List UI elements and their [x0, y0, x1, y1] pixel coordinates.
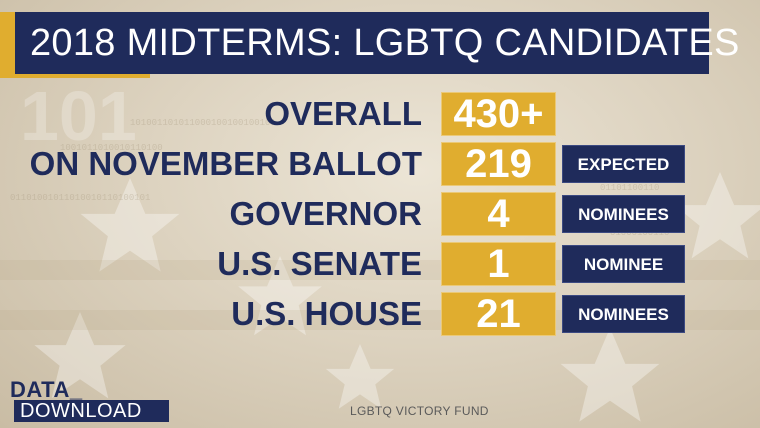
row-november-ballot: ON NOVEMBER BALLOT 219 EXPECTED — [0, 142, 760, 186]
page-title: 2018 MIDTERMS: LGBTQ CANDIDATES — [30, 22, 740, 64]
svg-text:101: 101 — [20, 77, 137, 155]
row-value: 219 — [441, 142, 556, 186]
svg-text:01000100110: 01000100110 — [610, 228, 669, 238]
row-label: GOVERNOR — [229, 195, 422, 232]
row-note: NOMINEE — [562, 245, 685, 283]
source-credit: LGBTQ VICTORY FUND — [350, 404, 489, 418]
row-us-senate: U.S. SENATE 1 NOMINEE — [0, 242, 760, 286]
row-governor: GOVERNOR 4 NOMINEES — [0, 192, 760, 236]
row-value: 21 — [441, 292, 556, 336]
row-label: ON NOVEMBER BALLOT — [29, 145, 422, 182]
title-underline — [0, 74, 150, 78]
title-accent-bar — [0, 12, 15, 78]
svg-text:01101100110: 01101100110 — [600, 183, 659, 193]
row-note: EXPECTED — [562, 145, 685, 183]
brand-logo-line2: DOWNLOAD — [14, 400, 169, 422]
row-note: NOMINEES — [562, 195, 685, 233]
svg-text:1001011010010110100: 1001011010010110100 — [60, 143, 163, 153]
row-us-house: U.S. HOUSE 21 NOMINEES — [0, 292, 760, 336]
row-label: U.S. SENATE — [217, 245, 422, 282]
row-label: OVERALL — [264, 95, 422, 132]
svg-text:01101001011010010110100101: 01101001011010010110100101 — [10, 193, 150, 203]
row-value: 4 — [441, 192, 556, 236]
row-label: U.S. HOUSE — [231, 295, 422, 332]
svg-text:101001101011000100100100101: 101001101011000100100100101 — [130, 118, 276, 128]
title-banner — [15, 12, 709, 74]
row-value: 430+ — [441, 92, 556, 136]
row-overall: OVERALL 430+ — [0, 92, 760, 136]
row-note: NOMINEES — [562, 295, 685, 333]
brand-logo-line1: DATA_ — [10, 377, 83, 402]
row-value: 1 — [441, 242, 556, 286]
